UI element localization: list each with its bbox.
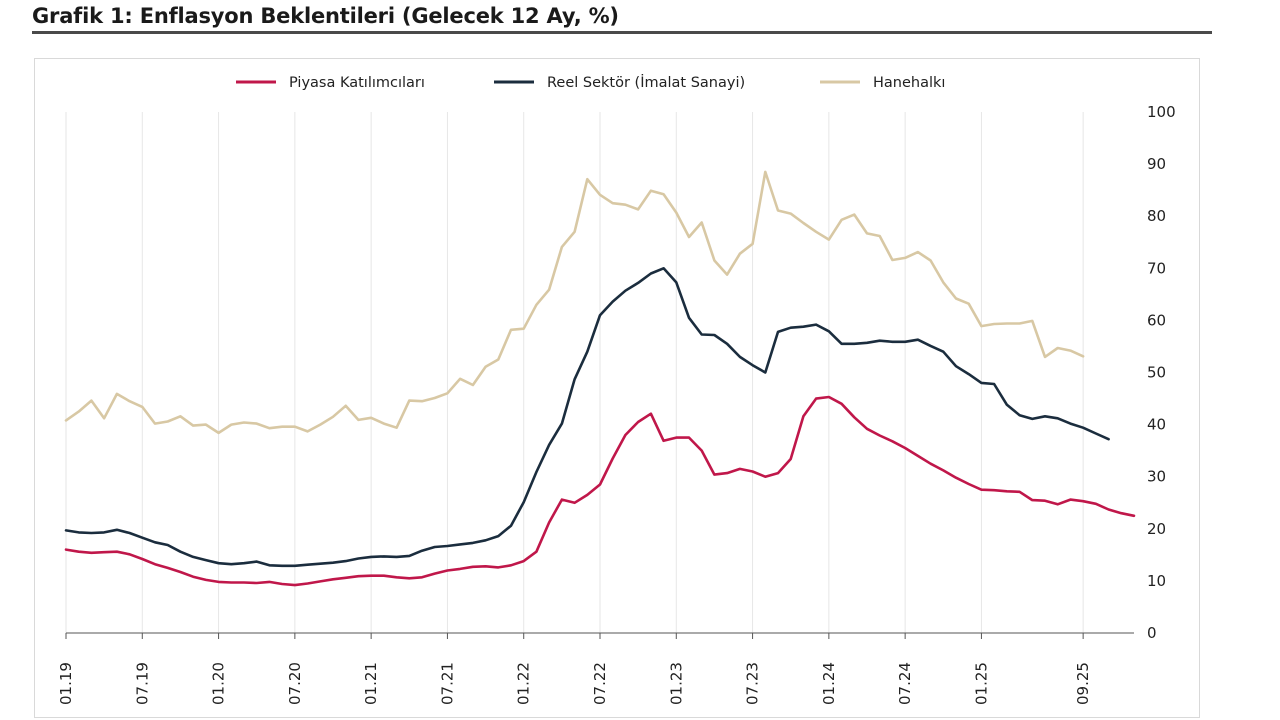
axis-layer: 01.19 07.19 01.20 07.20 01.21 07.21 01.22 07.22… [57, 103, 1176, 705]
x-tick-label: 01.21 [362, 662, 380, 705]
legend-label: Reel Sektör (İmalat Sanayi) [547, 73, 745, 91]
y-tick-label: 70 [1147, 259, 1166, 277]
title-divider [32, 31, 1212, 34]
x-tick-label: 07.21 [438, 662, 456, 705]
y-tick-label: 100 [1147, 103, 1176, 121]
x-tick-label: 07.24 [896, 662, 914, 705]
legend-label: Hanehalkı [873, 75, 945, 91]
x-tick-label: 07.20 [286, 662, 304, 705]
x-tick-label: 01.25 [972, 662, 990, 705]
x-tick-label: 01.23 [667, 662, 685, 705]
series-line-hanehalki [64, 170, 1085, 435]
x-tick-label: 09.25 [1074, 662, 1092, 705]
y-tick-label: 50 [1147, 364, 1166, 382]
y-tick-label: 0 [1147, 624, 1157, 642]
series-line-piyasa [64, 395, 1136, 587]
y-tick-label: 90 [1147, 155, 1166, 173]
x-tick-label: 01.20 [210, 662, 228, 705]
y-tick-label: 40 [1147, 416, 1166, 434]
y-tick-label: 30 [1147, 468, 1166, 486]
x-tick-label: 07.22 [591, 662, 609, 705]
series-line-reel-sektor [64, 266, 1110, 568]
series-layer [64, 170, 1136, 587]
x-tick-label: 01.24 [820, 662, 838, 705]
legend: Piyasa Katılımcıları Reel Sektör (İmalat … [236, 73, 945, 91]
y-tick-label: 80 [1147, 207, 1166, 225]
x-tick-label: 07.23 [744, 662, 762, 705]
chart-frame [34, 58, 1200, 718]
x-tick-label: 01.19 [57, 662, 75, 705]
legend-label: Piyasa Katılımcıları [289, 75, 425, 91]
x-tick-label: 01.22 [515, 662, 533, 705]
y-tick-label: 20 [1147, 520, 1166, 538]
chart-title: Grafik 1: Enflasyon Beklentileri (Gelece… [32, 4, 619, 28]
y-tick-label: 60 [1147, 311, 1166, 329]
grid-layer [65, 112, 1084, 633]
y-tick-label: 10 [1147, 572, 1166, 590]
x-tick-label: 07.19 [133, 662, 151, 705]
